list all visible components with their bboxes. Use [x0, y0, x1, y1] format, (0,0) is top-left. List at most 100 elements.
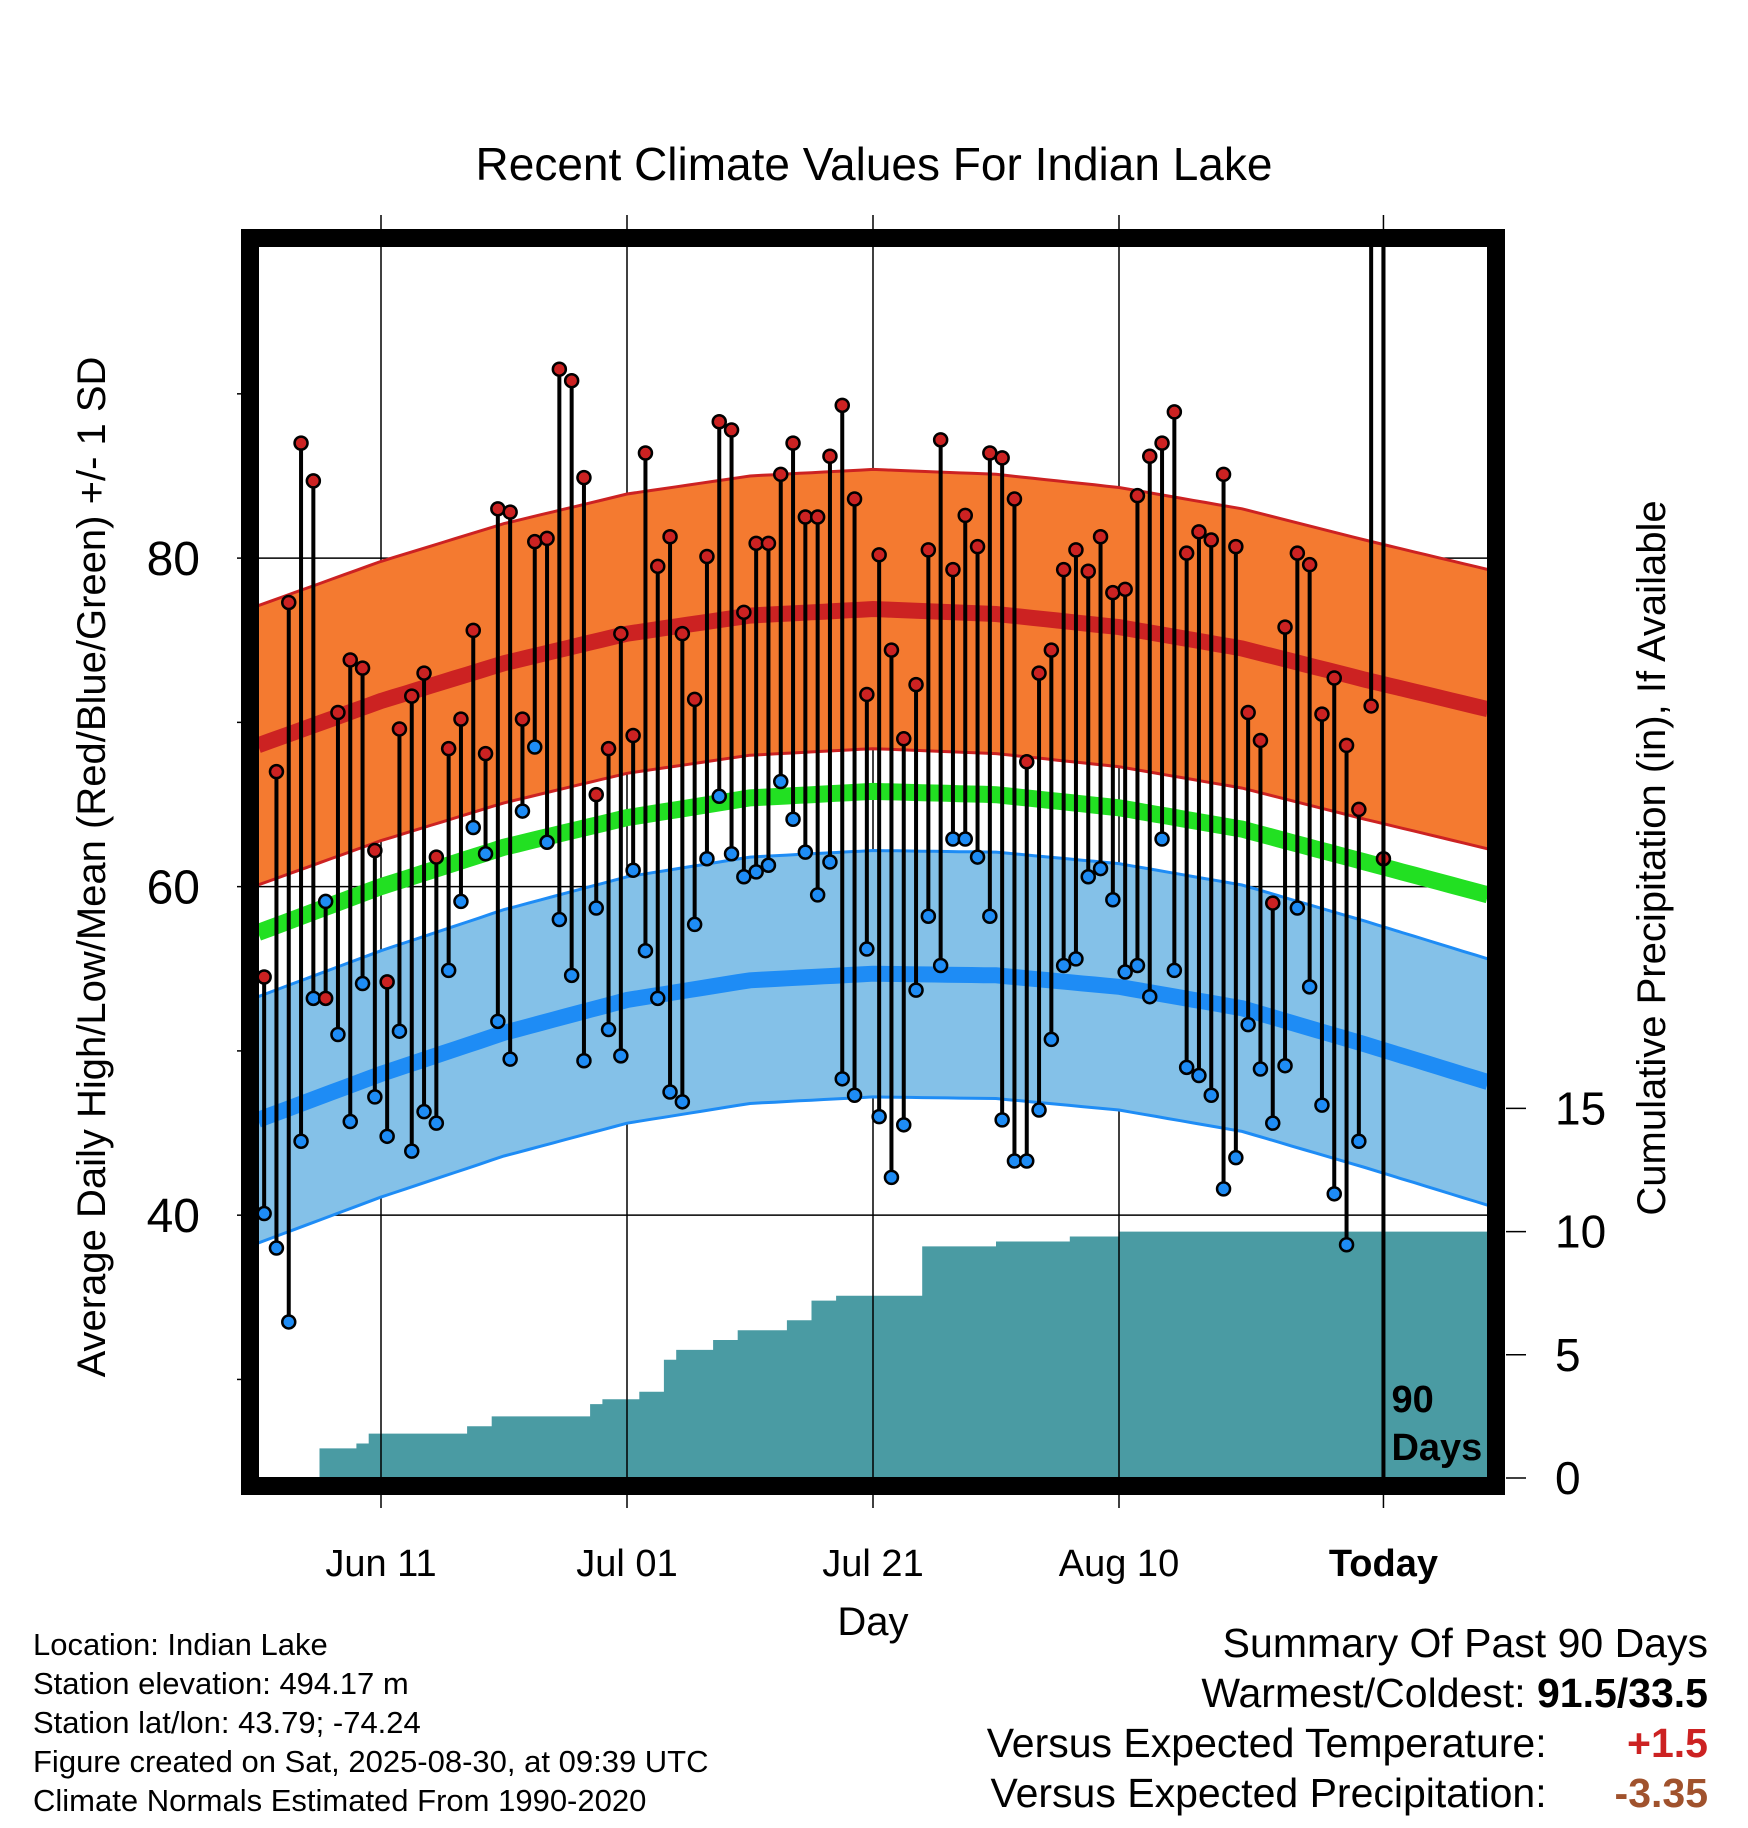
daily-high-point-54: [920, 542, 937, 558]
daily-low-point-89: [1351, 1133, 1367, 1150]
y-tick-label-80: 80: [147, 533, 200, 586]
x-axis-label: Day: [837, 1600, 908, 1644]
daily-high-point-88: [1338, 737, 1355, 754]
daily-high-point-85: [1301, 556, 1318, 573]
daily-low-point-26: [576, 1053, 592, 1069]
daily-high-point-62: [1019, 754, 1035, 770]
daily-high-point-37: [711, 414, 727, 430]
daily-low-point-24: [551, 911, 568, 928]
daily-low-point-47: [834, 1071, 850, 1087]
daily-low-point-59: [982, 908, 998, 924]
daily-low-point-35: [686, 916, 703, 933]
daily-low-point-12: [404, 1143, 420, 1159]
daily-low-point-32: [650, 990, 666, 1007]
daily-low-point-76: [1191, 1067, 1207, 1084]
daily-high-point-20: [502, 504, 518, 520]
daily-high-point-70: [1117, 581, 1133, 598]
daily-low-point-42: [773, 773, 789, 790]
daily-high-point-64: [1043, 642, 1060, 658]
latlon-text: Station lat/lon: 43.79; -74.24: [33, 1705, 421, 1740]
summary-temp-row: Versus Expected Temperature: +1.5: [987, 1718, 1708, 1768]
daily-low-point-27: [588, 900, 604, 916]
daily-low-point-65: [1055, 957, 1072, 974]
summary-heading: Summary Of Past 90 Days: [1222, 1620, 1708, 1666]
daily-high-point-76: [1191, 524, 1207, 540]
daily-low-point-90: [1365, 0, 1378, 7]
daily-low-point-45: [809, 887, 826, 903]
daily-high-point-82: [1265, 895, 1281, 911]
daily-high-point-63: [1031, 665, 1047, 681]
daily-low-point-46: [822, 854, 838, 870]
y-tick-label-40: 40: [147, 1190, 200, 1243]
daily-low-point-36: [699, 850, 715, 867]
daily-low-point-52: [896, 1117, 912, 1133]
daily-high-point-51: [883, 642, 900, 658]
daily-low-point-43: [785, 811, 801, 828]
daily-high-point-39: [736, 604, 752, 621]
daily-low-point-11: [391, 1023, 408, 1039]
daily-high-point-83: [1277, 619, 1293, 635]
daily-low-point-44: [797, 844, 814, 860]
today-marker-label-1: Days: [1391, 1427, 1482, 1469]
plot-area: 90 Days 40 60 80 0 5 10 15 Jun 11 Jul 01 Jul 21 Aug …: [147, 0, 1606, 1585]
daily-high-point-89: [1351, 801, 1367, 818]
plot-frame: [241, 229, 1505, 1495]
x-tick-label-3: Aug 10: [1059, 1543, 1179, 1585]
daily-high-point-23: [539, 530, 555, 547]
daily-high-point-55: [932, 432, 949, 448]
daily-high-point-31: [637, 445, 654, 461]
daily-low-point-73: [1154, 831, 1170, 847]
daily-high-point-41: [760, 535, 777, 552]
x-tick-label-4: Today: [1329, 1543, 1438, 1585]
daily-low-point-22: [527, 739, 543, 755]
normal-high-band: [258, 469, 1488, 885]
daily-high-point-58: [969, 538, 986, 555]
daily-high-point-3: [293, 435, 309, 451]
daily-high-point-24: [551, 361, 568, 377]
daily-high-point-33: [662, 529, 678, 545]
daily-high-point-17: [465, 622, 481, 639]
x-tick-label-2: Jul 21: [822, 1543, 923, 1585]
daily-low-point-81: [1252, 1061, 1269, 1077]
daily-high-point-69: [1105, 584, 1121, 601]
daily-high-point-43: [785, 435, 801, 451]
daily-high-point-87: [1326, 670, 1342, 686]
daily-high-point-2: [281, 594, 297, 611]
daily-low-point-60: [994, 1112, 1010, 1128]
daily-high-point-81: [1252, 732, 1269, 749]
daily-high-point-74: [1166, 404, 1183, 420]
daily-low-point-20: [502, 1051, 518, 1067]
daily-low-point-5: [317, 893, 334, 910]
daily-high-point-42: [773, 466, 789, 483]
daily-high-point-53: [908, 676, 924, 693]
daily-high-point-30: [625, 727, 641, 744]
daily-low-point-14: [428, 1115, 445, 1131]
normal-high-line: [258, 600, 1488, 753]
daily-low-point-85: [1301, 979, 1318, 995]
daily-high-point-59: [982, 445, 998, 461]
daily-high-point-16: [453, 711, 469, 727]
daily-high-point-5: [317, 990, 334, 1007]
daily-low-point-51: [883, 1169, 900, 1186]
daily-high-point-18: [477, 745, 494, 762]
daily-high-point-36: [699, 548, 715, 565]
daily-high-point-11: [391, 721, 408, 737]
daily-low-point-37: [711, 788, 727, 805]
daily-high-point-14: [428, 849, 445, 865]
daily-low-point-28: [600, 1021, 617, 1038]
daily-low-point-53: [908, 982, 924, 998]
daily-high-point-84: [1289, 545, 1306, 561]
daily-high-point-67: [1080, 563, 1096, 579]
chart-title: Recent Climate Values For Indian Lake: [476, 138, 1273, 190]
daily-low-point-57: [957, 831, 973, 847]
daily-low-point-25: [563, 967, 580, 984]
normals-text: Climate Normals Estimated From 1990-2020: [33, 1783, 647, 1818]
daily-high-point-56: [945, 561, 961, 578]
temp-value: +1.5: [1627, 1720, 1708, 1766]
daily-low-point-8: [354, 975, 371, 992]
created-text: Figure created on Sat, 2025-08-30, at 09…: [33, 1744, 709, 1779]
y-tick-label-60: 60: [147, 862, 200, 915]
daily-low-point-38: [723, 846, 740, 862]
daily-low-point-78: [1215, 1181, 1232, 1197]
